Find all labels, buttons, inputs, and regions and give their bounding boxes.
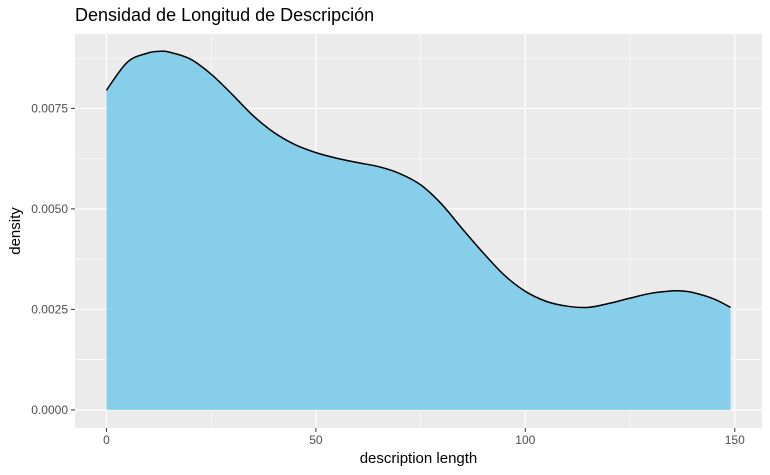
- x-axis-label: description length: [360, 450, 478, 467]
- chart-title: Densidad de Longitud de Descripción: [75, 5, 375, 25]
- y-tick-label: 0.0025: [31, 302, 68, 316]
- y-tick-label: 0.0075: [31, 101, 68, 115]
- density-line: [105, 50, 731, 309]
- x-tick-label: 0: [103, 433, 110, 447]
- x-tick-label: 100: [515, 433, 535, 447]
- y-axis-label: density: [7, 207, 24, 255]
- x-tick-label: 50: [309, 433, 323, 447]
- x-tick-label: 150: [725, 433, 745, 447]
- y-tick-label: 0.0050: [31, 202, 68, 216]
- y-axis: 0.0000 0.0025 0.0050 0.0075: [31, 101, 75, 417]
- density-area: [106, 51, 731, 410]
- x-axis: 0 50 100 150: [103, 428, 745, 447]
- y-tick-label: 0.0000: [31, 403, 68, 417]
